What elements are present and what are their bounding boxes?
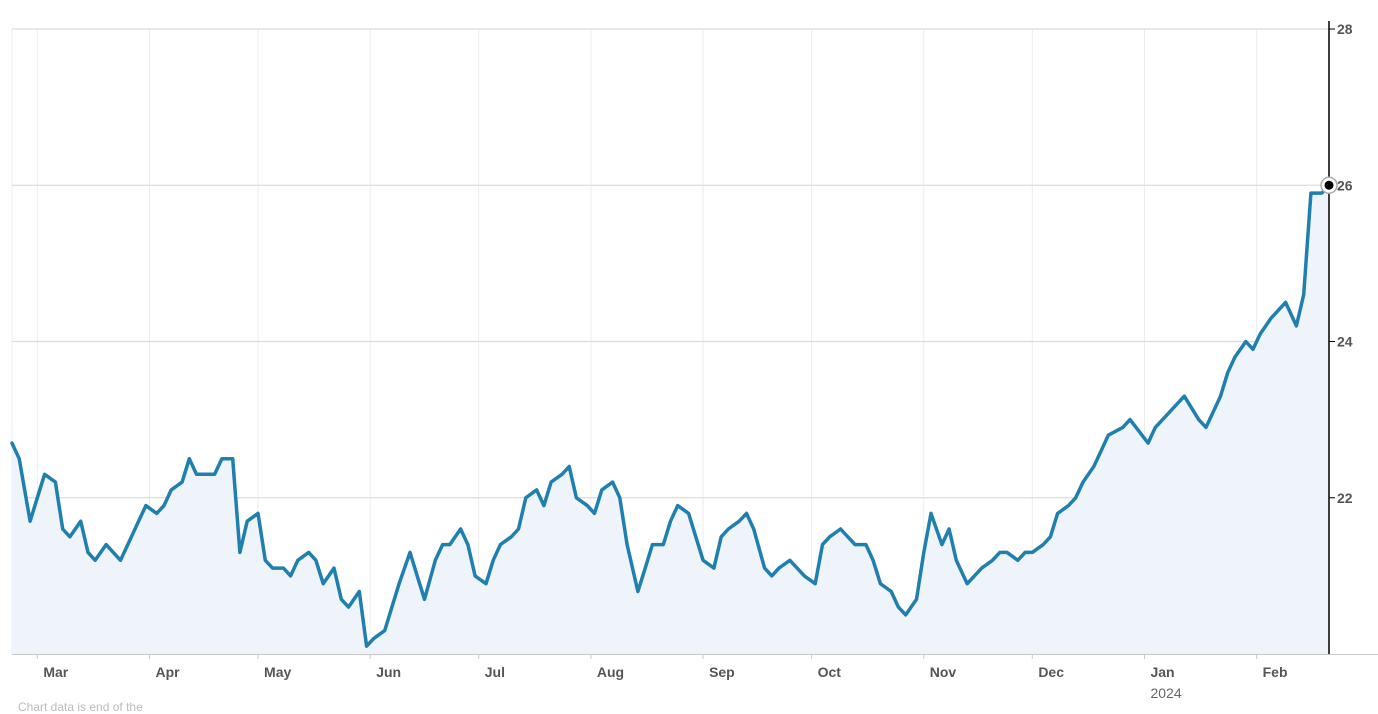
y-tick-label-26: 26 bbox=[1337, 177, 1353, 193]
x-tick-label-may: May bbox=[264, 664, 291, 680]
x-tick-label-nov: Nov bbox=[930, 664, 957, 680]
x-tick-label-aug: Aug bbox=[597, 664, 624, 680]
x-tick-label-jan: Jan bbox=[1150, 664, 1174, 680]
series-line bbox=[10, 183, 1331, 648]
y-tick-labels: 22 24 26 28 bbox=[1329, 21, 1353, 506]
y-tick-label-24: 24 bbox=[1337, 334, 1353, 350]
x-tick-label-oct: Oct bbox=[818, 664, 842, 680]
area-fill bbox=[12, 185, 1329, 655]
x-tick-label-mar: Mar bbox=[43, 664, 68, 680]
x-tick-label-sep: Sep bbox=[709, 664, 735, 680]
marker-dot bbox=[1324, 180, 1334, 190]
last-point-marker[interactable] bbox=[1320, 176, 1338, 194]
x-tick-label-jun: Jun bbox=[376, 664, 401, 680]
x-tick-label-jul: Jul bbox=[485, 664, 505, 680]
footer-note: Chart data is end of the bbox=[18, 700, 143, 714]
y-tick-label-28: 28 bbox=[1337, 21, 1353, 37]
x-tick-sublabel-2024: 2024 bbox=[1150, 685, 1181, 701]
y-tick-label-22: 22 bbox=[1337, 490, 1353, 506]
x-tick-label-apr: Apr bbox=[155, 664, 180, 680]
x-tick-label-dec: Dec bbox=[1038, 664, 1064, 680]
x-tick-label-feb: Feb bbox=[1263, 664, 1288, 680]
x-tick-labels: Mar Apr May Jun Jul Aug Sep Oct Nov Dec Jan 2024 Feb bbox=[36, 654, 1288, 701]
